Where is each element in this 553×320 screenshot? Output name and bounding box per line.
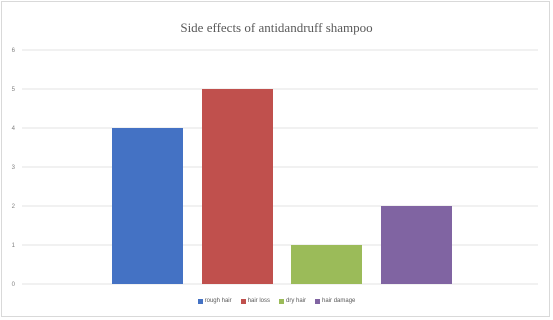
legend-swatch [240,298,246,304]
legend-swatch [279,298,284,304]
bar-hair-loss [202,89,273,284]
y-tick-label: 5 [12,87,16,93]
y-tick-label: 2 [12,204,16,210]
legend-item: hair loss [240,298,270,304]
y-axis-ticks: 0 1 2 3 4 5 6 [12,48,16,288]
chart-title: Side effects of antidandruff shampoo [180,20,373,35]
y-tick-label: 4 [12,126,16,132]
y-tick-label: 0 [12,282,16,288]
bar-dry-hair [291,245,362,284]
y-tick-label: 1 [12,243,16,249]
bar-hair-damage [381,206,452,284]
legend-label: hair loss [247,298,270,304]
legend-item: rough hair [197,298,232,304]
legend-label: hair damage [322,298,356,304]
bars [112,89,452,284]
legend-swatch [315,298,321,304]
legend: rough hair hair loss dry hair hair damage [0,298,553,304]
legend-label: dry hair [286,298,307,304]
legend-swatch [197,298,203,304]
y-tick-label: 6 [12,48,16,54]
y-tick-label: 3 [12,165,16,171]
legend-label: rough hair [204,298,232,304]
legend-item: dry hair [279,298,306,304]
bar-rough-hair [112,128,183,284]
gridlines [22,49,538,285]
legend-item: hair damage [315,298,355,304]
